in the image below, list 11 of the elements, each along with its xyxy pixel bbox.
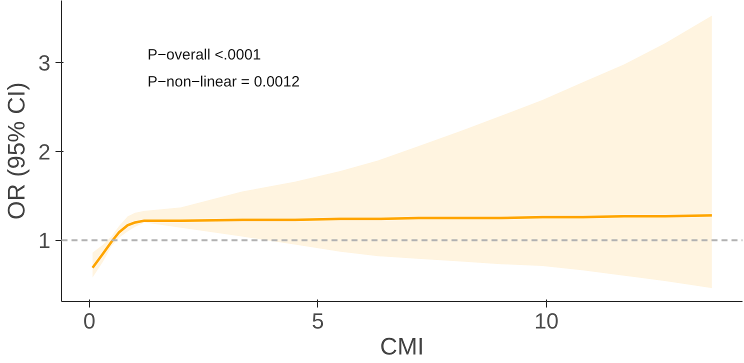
- x-tick-label: 5: [312, 308, 324, 334]
- y-tick-label: 2: [38, 139, 51, 164]
- annotation: P−non−linear = 0.0012: [148, 74, 300, 90]
- y-axis-title: OR (95% CI): [3, 82, 30, 220]
- x-tick-label: 0: [83, 308, 96, 334]
- y-tick-label: 3: [38, 50, 51, 76]
- annotation: P−overall <.0001: [148, 46, 261, 64]
- y-tick-label: 1: [38, 228, 51, 254]
- x-tick-label: 10: [534, 308, 559, 334]
- x-axis-title: CMI: [380, 334, 424, 360]
- line-series: [91, 214, 714, 270]
